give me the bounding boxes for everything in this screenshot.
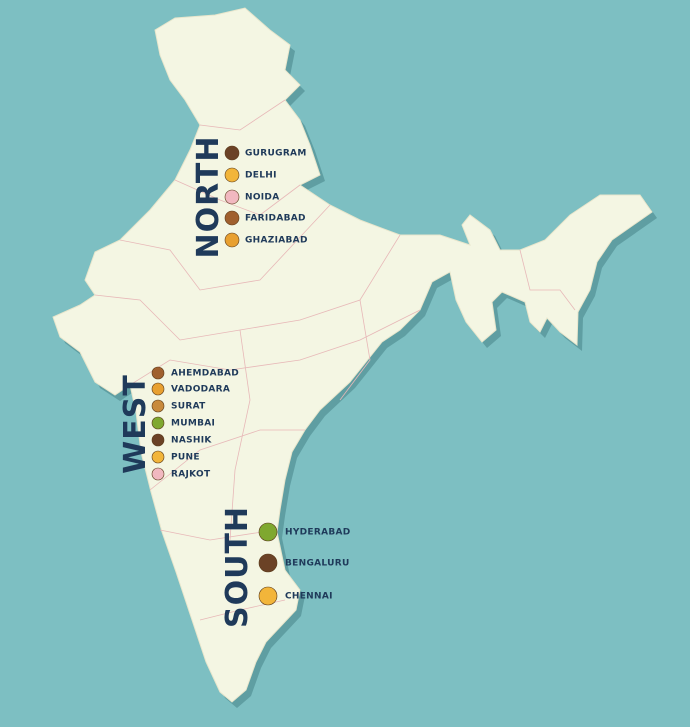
city-label: CHENNAI <box>285 592 333 602</box>
sweet-icon <box>151 416 165 430</box>
sweet-icon <box>224 167 240 183</box>
city-label: MUMBAI <box>171 419 215 429</box>
city-label: VADODARA <box>171 385 230 395</box>
labels: NORTH GURUGRAM DELHI NOIDA FARIDABAD GHAZIABA… <box>118 136 351 628</box>
city-label: NOIDA <box>245 193 279 203</box>
city-label: RAJKOT <box>171 470 211 480</box>
region-label: WEST <box>118 374 153 474</box>
sweet-icon <box>224 145 240 161</box>
sweet-icon <box>151 382 165 396</box>
city-label: GHAZIABAD <box>245 236 308 246</box>
sweet-icon <box>151 399 165 413</box>
city-label: SURAT <box>171 402 206 412</box>
sweet-icon <box>151 366 165 380</box>
city-label: AHEMDABAD <box>171 369 239 379</box>
sweet-icon <box>151 467 165 481</box>
sweet-icon <box>151 450 165 464</box>
city-label: FARIDABAD <box>245 214 306 224</box>
sweet-icon <box>224 232 240 248</box>
india-outline <box>52 7 653 703</box>
region-label: NORTH <box>191 136 226 259</box>
city-label: GURUGRAM <box>245 149 307 159</box>
sweet-icon <box>224 210 240 226</box>
city-label: HYDERABAD <box>285 528 351 538</box>
sweet-icon <box>258 522 278 542</box>
city-label: NASHIK <box>171 436 212 446</box>
sweet-icon <box>151 433 165 447</box>
city-label: DELHI <box>245 171 277 181</box>
city-label: BENGALURU <box>285 559 350 569</box>
city-label: PUNE <box>171 453 200 463</box>
sweet-icon <box>258 553 278 573</box>
sweet-icon <box>224 189 240 205</box>
sweet-icon <box>258 586 278 606</box>
region-label: SOUTH <box>220 506 255 628</box>
